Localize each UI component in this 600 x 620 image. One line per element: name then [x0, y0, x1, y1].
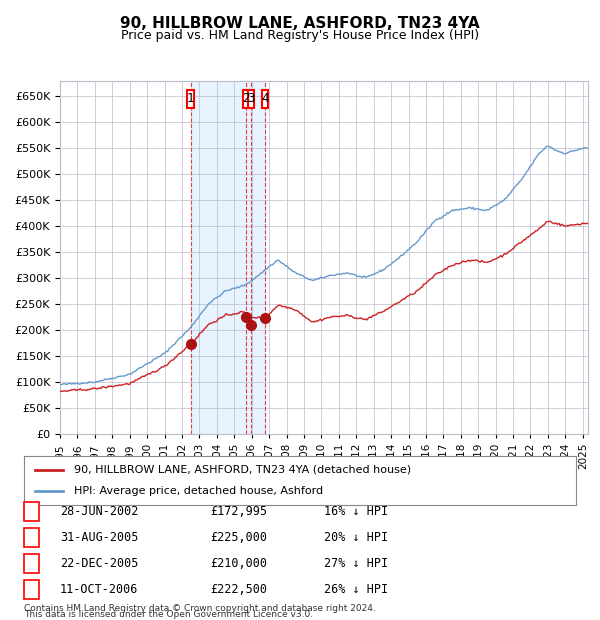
Text: £222,500: £222,500	[210, 583, 267, 596]
Bar	[191, 81, 265, 434]
Text: Price paid vs. HM Land Registry's House Price Index (HPI): Price paid vs. HM Land Registry's House …	[121, 29, 479, 42]
Text: 4: 4	[262, 92, 269, 105]
FancyBboxPatch shape	[262, 90, 268, 108]
Text: £210,000: £210,000	[210, 557, 267, 570]
Text: 27% ↓ HPI: 27% ↓ HPI	[324, 557, 388, 570]
Text: 3: 3	[247, 92, 255, 105]
Text: 4: 4	[28, 583, 35, 596]
Text: £172,995: £172,995	[210, 505, 267, 518]
Text: 3: 3	[28, 557, 35, 570]
Text: 20% ↓ HPI: 20% ↓ HPI	[324, 531, 388, 544]
Text: This data is licensed under the Open Government Licence v3.0.: This data is licensed under the Open Gov…	[24, 610, 313, 619]
Text: 90, HILLBROW LANE, ASHFORD, TN23 4YA (detached house): 90, HILLBROW LANE, ASHFORD, TN23 4YA (de…	[74, 464, 411, 474]
Text: 31-AUG-2005: 31-AUG-2005	[60, 531, 139, 544]
Text: £225,000: £225,000	[210, 531, 267, 544]
FancyBboxPatch shape	[248, 90, 254, 108]
Text: HPI: Average price, detached house, Ashford: HPI: Average price, detached house, Ashf…	[74, 487, 323, 497]
Text: 11-OCT-2006: 11-OCT-2006	[60, 583, 139, 596]
Text: 26% ↓ HPI: 26% ↓ HPI	[324, 583, 388, 596]
Text: 28-JUN-2002: 28-JUN-2002	[60, 505, 139, 518]
Text: 1: 1	[187, 92, 194, 105]
FancyBboxPatch shape	[187, 90, 194, 108]
Text: 1: 1	[28, 505, 35, 518]
Text: 22-DEC-2005: 22-DEC-2005	[60, 557, 139, 570]
Text: 2: 2	[28, 531, 35, 544]
FancyBboxPatch shape	[243, 90, 249, 108]
Text: 16% ↓ HPI: 16% ↓ HPI	[324, 505, 388, 518]
Text: Contains HM Land Registry data © Crown copyright and database right 2024.: Contains HM Land Registry data © Crown c…	[24, 603, 376, 613]
Text: 90, HILLBROW LANE, ASHFORD, TN23 4YA: 90, HILLBROW LANE, ASHFORD, TN23 4YA	[120, 16, 480, 30]
Text: 2: 2	[242, 92, 250, 105]
